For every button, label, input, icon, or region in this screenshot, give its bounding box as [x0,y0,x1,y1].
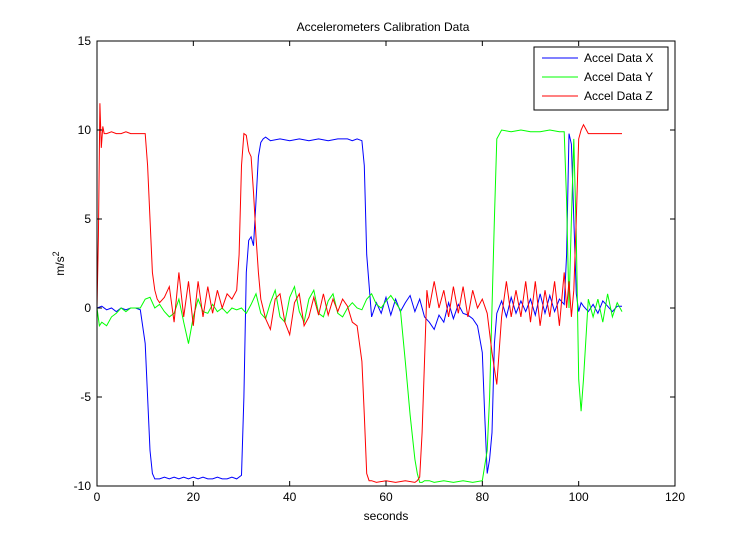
series-line-3 [97,103,622,483]
legend: Accel Data X Accel Data Y Accel Data Z [533,46,669,111]
chart-title: Accelerometers Calibration Data [297,20,470,34]
legend-entry-3: Accel Data Z [584,89,653,103]
y-axis-label-base: m/s [53,256,67,275]
y-tick-label: 5 [84,212,91,226]
legend-entry-1: Accel Data X [584,51,653,65]
x-axis-label: seconds [364,509,409,523]
series-line-1 [97,133,622,480]
x-tick-label: 60 [379,490,393,504]
x-tick-label: 0 [94,490,101,504]
y-axis: -10 -5 0 5 10 15 [74,34,675,493]
x-tick-label: 20 [187,490,201,504]
legend-entry-2: Accel Data Y [584,70,653,84]
x-tick-label: 40 [283,490,297,504]
y-axis-label-superscript: 2 [51,251,61,256]
x-tick-label: 100 [569,490,589,504]
y-tick-label: 0 [84,301,91,315]
series-line-2 [97,129,623,483]
x-tick-label: 120 [665,490,685,504]
y-tick-label: 10 [78,123,92,137]
x-tick-label: 80 [476,490,490,504]
x-axis: 0 20 40 60 80 100 120 [94,41,685,504]
y-tick-label: -5 [80,390,91,404]
y-axis-label: m/s2 [51,251,67,275]
series-layer [97,103,623,483]
y-tick-label: 15 [78,34,92,48]
y-tick-label: -10 [74,479,92,493]
